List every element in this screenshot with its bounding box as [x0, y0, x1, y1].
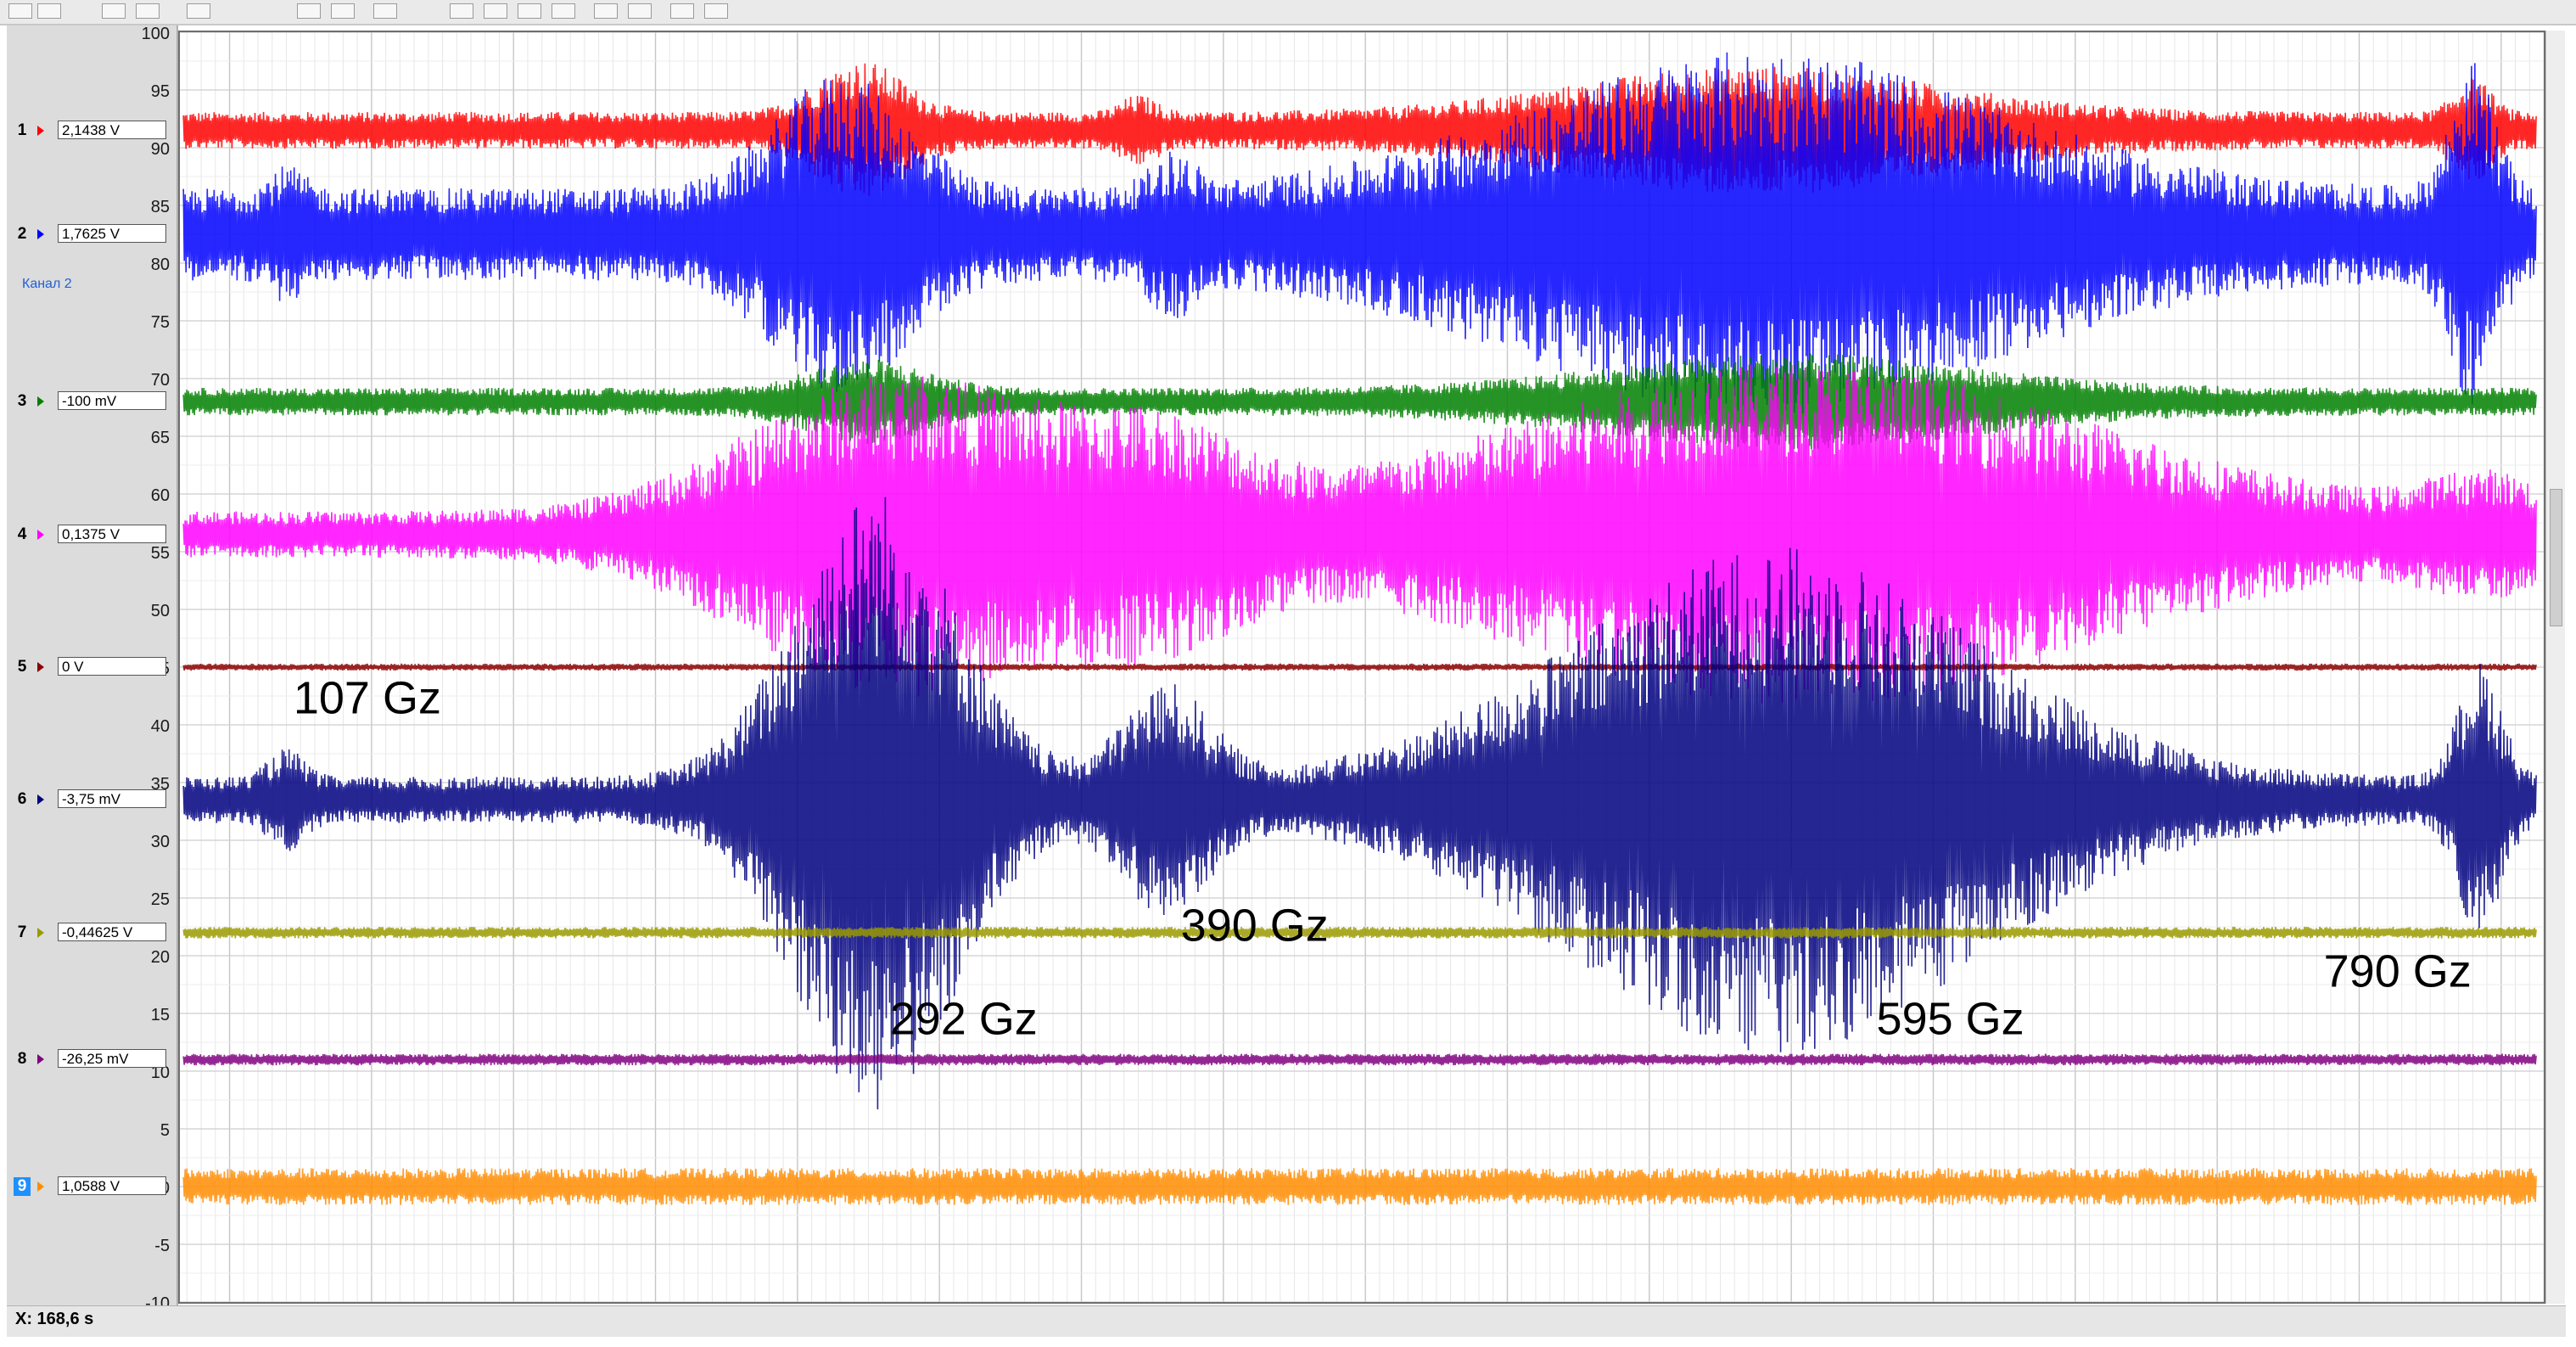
channel-number: 4: [17, 525, 27, 543]
trace-channel-3: [182, 353, 2537, 450]
toolbar-button[interactable]: [187, 3, 210, 19]
channel-row-6[interactable]: 6 -3,75 mV: [8, 789, 175, 810]
channel-row-8[interactable]: 8 -26,25 mV: [8, 1049, 175, 1069]
trace-channel-8: [182, 1053, 2537, 1066]
channel-number: 9: [14, 1177, 31, 1196]
channel-caption: Канал 2: [22, 277, 72, 291]
channel-offset-field[interactable]: 1,7625 V: [58, 224, 166, 243]
channel-marker-icon[interactable]: [37, 229, 44, 239]
channel-number: 1: [17, 121, 27, 139]
toolbar-button[interactable]: [37, 3, 61, 19]
toolbar-button[interactable]: [670, 3, 694, 19]
frequency-annotation: 595 Gz: [1877, 993, 2024, 1044]
toolbar-button[interactable]: [552, 3, 575, 19]
channel-row-9[interactable]: 9 1,0588 V: [8, 1176, 175, 1197]
plot-area[interactable]: 107 Gz 292 Gz 390 Gz 595 Gz 790 Gz: [178, 31, 2545, 1304]
toolbar: [0, 0, 2576, 25]
frequency-annotation: 790 Gz: [2324, 946, 2472, 997]
channel-marker-icon[interactable]: [37, 662, 44, 672]
frequency-annotation: 390 Gz: [1181, 900, 1329, 951]
channel-row-3[interactable]: 3 -100 mV: [8, 391, 175, 412]
toolbar-button[interactable]: [297, 3, 321, 19]
toolbar-button[interactable]: [373, 3, 397, 19]
channel-offset-field[interactable]: 2,1438 V: [58, 120, 166, 139]
channel-row-1[interactable]: 1 2,1438 V: [8, 120, 175, 141]
trace-channel-1: [182, 63, 2537, 196]
toolbar-button[interactable]: [102, 3, 126, 19]
toolbar-button[interactable]: [331, 3, 355, 19]
channel-marker-icon[interactable]: [37, 529, 44, 540]
scrollbar-thumb[interactable]: [2550, 489, 2562, 626]
channel-marker-icon[interactable]: [37, 1054, 44, 1065]
toolbar-button[interactable]: [704, 3, 728, 19]
toolbar-button[interactable]: [594, 3, 618, 19]
x-cursor-readout: X: 168,6 s: [15, 1310, 94, 1328]
channel-number: 8: [17, 1050, 27, 1069]
channel-marker-icon[interactable]: [37, 125, 44, 136]
channel-number: 7: [17, 923, 27, 941]
channel-marker-icon[interactable]: [37, 396, 44, 407]
trace-channel-7: [182, 926, 2537, 939]
channel-row-2[interactable]: 2 1,7625 V: [8, 224, 175, 244]
channel-number: 2: [17, 225, 27, 243]
toolbar-button[interactable]: [518, 3, 541, 19]
channel-number: 3: [17, 392, 27, 411]
trace-channel-6: [182, 497, 2537, 1110]
vertical-scrollbar[interactable]: [2545, 31, 2565, 1304]
channel-marker-icon[interactable]: [37, 1181, 44, 1192]
toolbar-button[interactable]: [628, 3, 652, 19]
channel-offset-field[interactable]: -100 mV: [58, 391, 166, 411]
channel-row-4[interactable]: 4 0,1375 V: [8, 524, 175, 545]
trace-channel-2: [182, 52, 2537, 415]
toolbar-button[interactable]: [8, 3, 32, 19]
toolbar-button[interactable]: [484, 3, 507, 19]
channel-offset-field[interactable]: 1,0588 V: [58, 1176, 166, 1195]
channel-row-7[interactable]: 7 -0,44625 V: [8, 922, 175, 943]
channel-marker-icon[interactable]: [37, 794, 44, 805]
trace-channel-9: [182, 1168, 2537, 1205]
channel-offset-field[interactable]: -3,75 mV: [58, 789, 166, 809]
channel-row-5[interactable]: 5 0 V: [8, 657, 175, 677]
channel-offset-field[interactable]: 0 V: [58, 657, 166, 676]
frequency-annotation: 292 Gz: [890, 993, 1038, 1044]
channel-number: 6: [17, 790, 27, 809]
toolbar-button[interactable]: [136, 3, 160, 19]
oscillogram-chart: 107 Gz 292 Gz 390 Gz 595 Gz 790 Gz: [180, 31, 2545, 1303]
channel-offset-field[interactable]: 0,1375 V: [58, 524, 166, 543]
frequency-annotation: 107 Gz: [294, 672, 441, 723]
trace-channel-4: [182, 364, 2537, 704]
toolbar-button[interactable]: [450, 3, 473, 19]
channel-number: 5: [17, 658, 27, 676]
trace-channel-5: [182, 662, 2537, 672]
x-axis-bar: X: 168,6 s: [7, 1305, 2566, 1337]
channel-marker-icon[interactable]: [37, 927, 44, 938]
channel-offset-field[interactable]: -26,25 mV: [58, 1049, 166, 1069]
channel-offset-field[interactable]: -0,44625 V: [58, 922, 166, 941]
